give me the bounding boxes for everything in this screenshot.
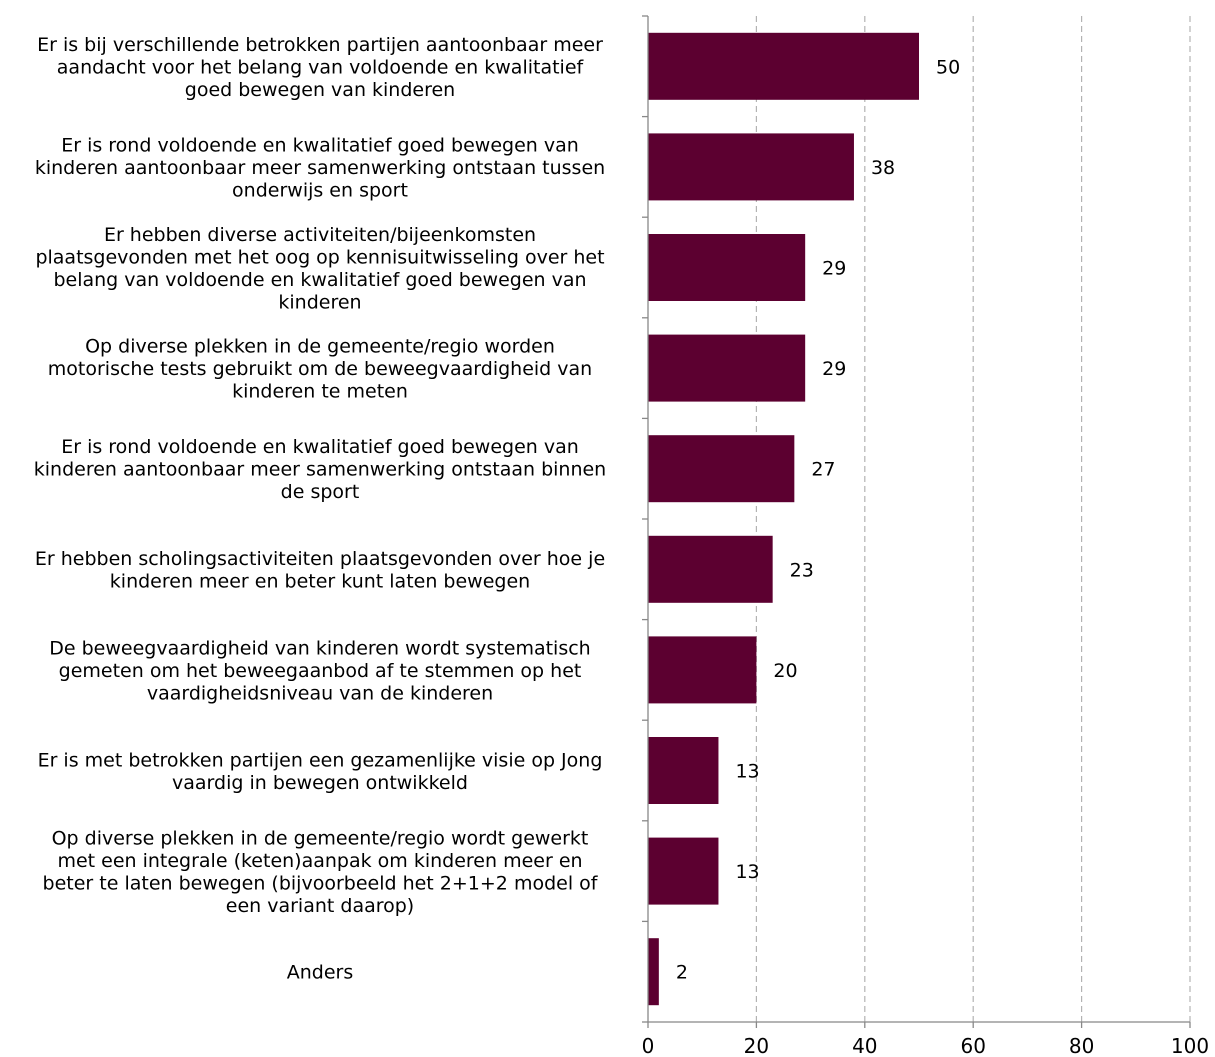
bar-0 [648, 32, 919, 100]
value-label-3: 29 [822, 358, 846, 380]
bar-7 [648, 737, 719, 804]
value-label-9: 2 [676, 962, 688, 984]
x-tick-label-20: 20 [744, 1034, 769, 1057]
bar-2 [648, 234, 806, 301]
category-label-7: Er is met betrokken partijen een gezamen… [38, 749, 603, 794]
x-tick-label-100: 100 [1171, 1034, 1209, 1057]
value-label-2: 29 [822, 258, 846, 280]
bar-6 [648, 636, 757, 704]
value-label-6: 20 [773, 660, 797, 682]
labels: 50 Er is bij verschillende betrokken part… [34, 34, 1209, 1057]
category-label-1: Er is rond voldoende en kwalitatief goed… [35, 134, 605, 201]
value-label-0: 50 [936, 56, 960, 78]
bar-4 [648, 435, 795, 503]
x-tick-label-80: 80 [1069, 1034, 1094, 1057]
bar-1 [648, 133, 854, 201]
category-label-9: Anders [287, 962, 354, 984]
category-label-3: Op diverse plekken in de gemeente/regio … [48, 336, 592, 403]
bar-8 [648, 837, 719, 905]
value-label-8: 13 [735, 861, 759, 883]
bar-5 [648, 535, 773, 603]
value-label-5: 23 [790, 559, 814, 581]
category-label-0: Er is bij verschillende betrokken partij… [37, 34, 603, 101]
category-label-5: Er hebben scholingsactiviteiten plaatsge… [35, 548, 605, 593]
value-label-7: 13 [735, 761, 759, 783]
value-label-4: 27 [811, 459, 835, 481]
axes [642, 15, 1191, 1028]
bars [648, 32, 919, 1006]
bar-3 [648, 334, 806, 402]
x-tick-label-40: 40 [852, 1034, 877, 1057]
grid-lines [755, 16, 1191, 1022]
x-tick-label-0: 0 [642, 1034, 655, 1057]
bar-9 [648, 938, 659, 1006]
category-label-2: Er hebben diverse activiteiten/bijeenkom… [35, 224, 604, 314]
category-label-6: De beweegvaardigheid van kinderen wordt … [49, 637, 590, 704]
category-label-4: Er is rond voldoende en kwalitatief goed… [34, 436, 606, 503]
value-label-1: 38 [871, 157, 895, 179]
x-tick-label-60: 60 [960, 1034, 985, 1057]
category-label-8: Op diverse plekken in de gemeente/regio … [43, 827, 599, 917]
